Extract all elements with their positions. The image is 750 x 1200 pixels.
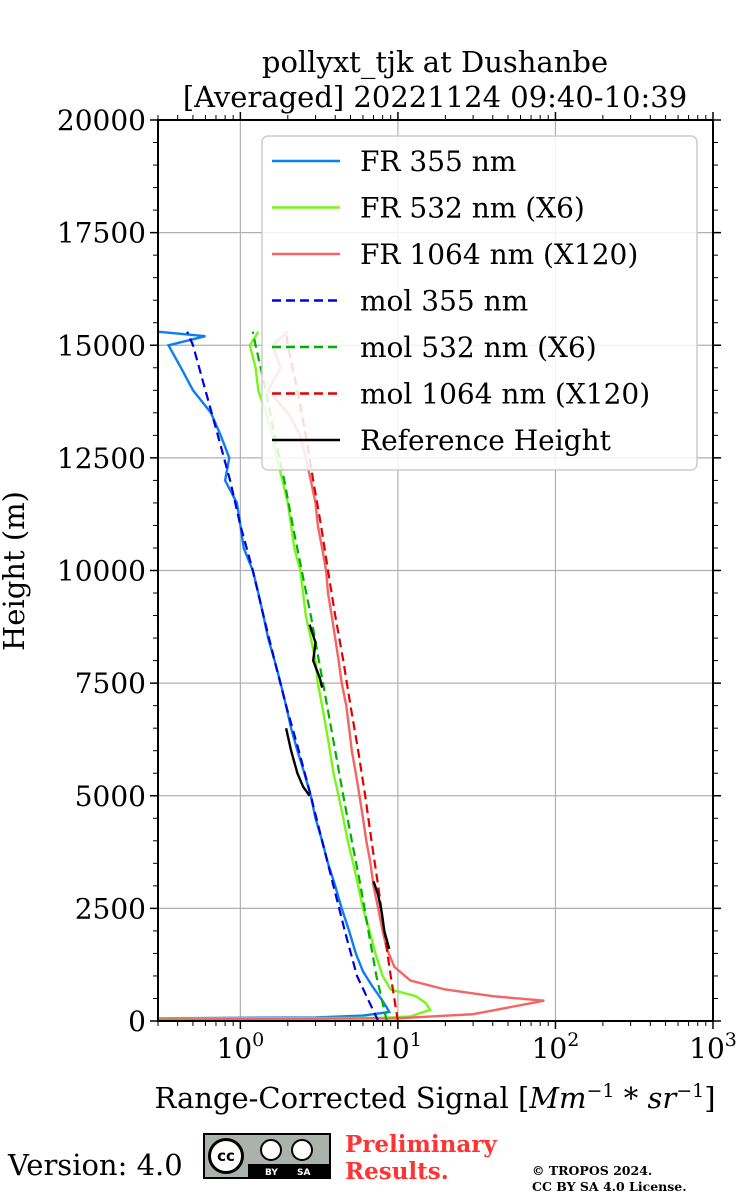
y-axis-label: Height (m): [0, 491, 31, 651]
preliminary-line1: Preliminary: [345, 1131, 497, 1158]
y-tick-label: 0: [128, 1005, 146, 1038]
copyright-line1: © TROPOS 2024.: [532, 1163, 653, 1178]
x-tick-label: 103: [689, 1029, 737, 1065]
x-axis-label-mm: Mm: [528, 1081, 586, 1115]
y-tick-label: 20000: [57, 104, 146, 137]
by-person-icon: [260, 1139, 282, 1161]
series-line-6-segment: [372, 880, 391, 950]
cc-icon: cc: [208, 1138, 244, 1174]
copyright-line2: CC BY SA 4.0 License.: [532, 1179, 687, 1194]
x-tick-label: 101: [374, 1029, 422, 1065]
series-line-0: [157, 330, 392, 1020]
preliminary-line2: Results.: [345, 1158, 449, 1185]
x-axis-label-sr: sr: [647, 1081, 678, 1115]
cc-strip: [248, 1164, 329, 1177]
legend-label: FR 1064 nm (X120): [360, 238, 638, 271]
legend-label: mol 355 nm: [360, 285, 528, 318]
preliminary-results-note: Preliminary Results.: [345, 1131, 497, 1185]
legend-label: FR 355 nm: [360, 145, 516, 178]
y-tick-label: 2500: [75, 892, 146, 925]
x-axis-label-exp1: −1: [587, 1080, 615, 1102]
x-axis-label-close: ]: [704, 1081, 715, 1115]
x-axis-label-main: Range-Corrected Signal [: [154, 1081, 529, 1115]
series-line-6: [284, 727, 311, 797]
legend-label: mol 532 nm (X6): [360, 331, 597, 364]
y-tick-label: 5000: [75, 780, 146, 813]
chart-title-line2: [Averaged] 20221124 09:40-10:39: [183, 80, 687, 114]
x-axis-label-mid: *: [615, 1081, 648, 1115]
x-tick-label: 102: [532, 1029, 580, 1065]
y-tick-label: 15000: [57, 329, 146, 362]
series-line-3: [186, 331, 380, 1022]
chart-title-line1: pollyxt_tjk at Dushanbe: [262, 45, 608, 80]
y-tick-label: 12500: [57, 442, 146, 475]
y-tick-label: 10000: [57, 555, 146, 588]
cc-license-badge[interactable]: cc BY SA: [203, 1133, 331, 1179]
y-tick-label: 7500: [75, 667, 146, 700]
legend: FR 355 nm FR 532 nm (X6) FR 1064 nm (X120)…: [261, 135, 698, 471]
share-alike-icon: [291, 1139, 313, 1161]
version-label: Version: 4.0: [8, 1148, 183, 1182]
legend-box: [261, 135, 698, 471]
series-line-6-segment: [308, 624, 324, 688]
legend-label: Reference Height: [360, 424, 612, 457]
plot-frame: [157, 119, 714, 1022]
legend-label: mol 1064 nm (X120): [360, 378, 650, 411]
y-tick-label: 17500: [57, 217, 146, 250]
axis-ticks: 100 101 102 103 0 2500 5000 7500 10000 12500 15000…: [57, 104, 737, 1065]
x-tick-label: 100: [217, 1029, 265, 1065]
copyright-note: © TROPOS 2024. CC BY SA 4.0 License.: [532, 1163, 687, 1195]
chart: pollyxt_tjk at Dushanbe [Averaged] 20221…: [0, 45, 737, 1115]
cc-sa-label: SA: [297, 1168, 311, 1178]
legend-label: FR 532 nm (X6): [360, 192, 585, 225]
cc-by-label: BY: [265, 1168, 278, 1178]
x-axis-label: Range-Corrected Signal [Mm−1 * sr−1]: [154, 1080, 715, 1115]
series-line-4: [251, 331, 388, 1022]
x-axis-label-exp2: −1: [676, 1080, 704, 1102]
